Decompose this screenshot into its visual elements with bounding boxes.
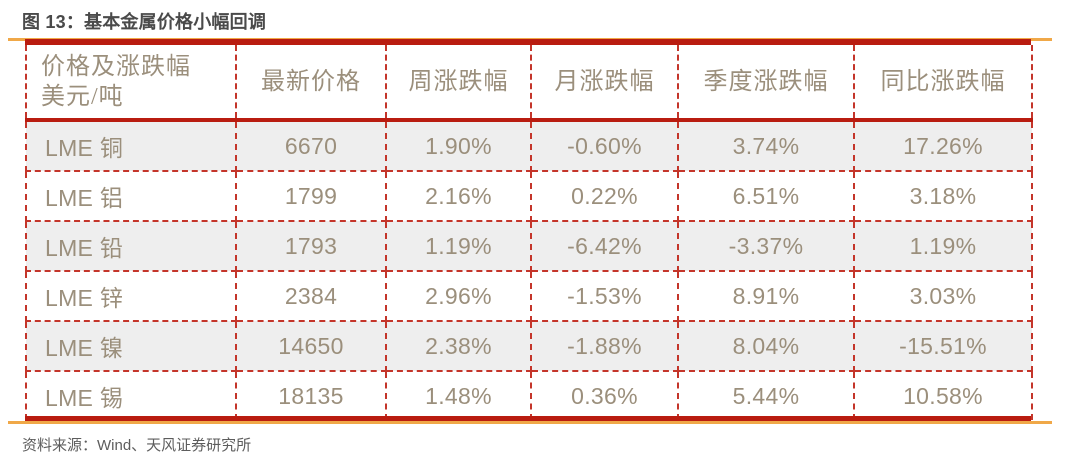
cell-metal-name: LME 铜 (25, 119, 237, 172)
cell-quarterly-change: 6.51% (677, 170, 855, 222)
column-header-yoy-change: 同比涨跌幅 (853, 45, 1033, 122)
cell-weekly-change: 2.96% (385, 270, 532, 322)
cell-quarterly-change: 8.04% (677, 320, 855, 372)
table-row: LME 锌 2384 2.96% -1.53% 8.91% 3.03% (25, 270, 1033, 322)
cell-weekly-change: 1.19% (385, 220, 532, 272)
table-row: LME 锡 18135 1.48% 0.36% 5.44% 10.58% (25, 370, 1033, 420)
cell-quarterly-change: 8.91% (677, 270, 855, 322)
metals-price-table-wrapper: 价格及涨跌幅 美元/吨 最新价格 周涨跌幅 月涨跌幅 季度涨跌幅 同比涨跌幅 L… (25, 45, 1033, 420)
cell-metal-name: LME 锡 (25, 370, 237, 420)
cell-yoy-change: 1.19% (853, 220, 1033, 272)
cell-yoy-change: 3.18% (853, 170, 1033, 222)
cell-latest-price: 2384 (235, 270, 387, 322)
cell-monthly-change: 0.22% (530, 170, 679, 222)
cell-monthly-change: -0.60% (530, 119, 679, 172)
column-header-metric: 价格及涨跌幅 美元/吨 (25, 45, 237, 122)
cell-weekly-change: 1.90% (385, 119, 532, 172)
figure-title: 图 13：基本金属价格小幅回调 (22, 12, 267, 32)
cell-monthly-change: 0.36% (530, 370, 679, 420)
cell-metal-name: LME 铅 (25, 220, 237, 272)
cell-yoy-change: -15.51% (853, 320, 1033, 372)
cell-quarterly-change: -3.37% (677, 220, 855, 272)
cell-yoy-change: 10.58% (853, 370, 1033, 420)
column-header-latest-price: 最新价格 (235, 45, 387, 122)
cell-monthly-change: -6.42% (530, 220, 679, 272)
cell-monthly-change: -1.53% (530, 270, 679, 322)
bottom-red-rule (25, 416, 1031, 422)
column-header-metric-line1: 价格及涨跌幅 (41, 53, 191, 80)
cell-weekly-change: 2.38% (385, 320, 532, 372)
table-row: LME 铝 1799 2.16% 0.22% 6.51% 3.18% (25, 170, 1033, 222)
table-row: LME 铅 1793 1.19% -6.42% -3.37% 1.19% (25, 220, 1033, 272)
cell-quarterly-change: 5.44% (677, 370, 855, 420)
column-header-weekly-change: 周涨跌幅 (385, 45, 532, 122)
table-row: LME 铜 6670 1.90% -0.60% 3.74% 17.26% (25, 119, 1033, 172)
cell-latest-price: 18135 (235, 370, 387, 420)
cell-latest-price: 14650 (235, 320, 387, 372)
cell-latest-price: 6670 (235, 119, 387, 172)
source-note: 资料来源：Wind、天风证券研究所 (22, 437, 252, 454)
cell-quarterly-change: 3.74% (677, 119, 855, 172)
top-red-rule (25, 39, 1031, 45)
column-header-monthly-change: 月涨跌幅 (530, 45, 679, 122)
bottom-orange-rule (8, 421, 1052, 424)
column-header-quarterly-change: 季度涨跌幅 (677, 45, 855, 122)
column-header-metric-line2: 美元/吨 (41, 83, 124, 110)
table-row: LME 镍 14650 2.38% -1.88% 8.04% -15.51% (25, 320, 1033, 372)
table-header-row: 价格及涨跌幅 美元/吨 最新价格 周涨跌幅 月涨跌幅 季度涨跌幅 同比涨跌幅 (25, 45, 1033, 122)
cell-metal-name: LME 镍 (25, 320, 237, 372)
cell-latest-price: 1793 (235, 220, 387, 272)
cell-weekly-change: 1.48% (385, 370, 532, 420)
cell-metal-name: LME 锌 (25, 270, 237, 322)
cell-latest-price: 1799 (235, 170, 387, 222)
cell-metal-name: LME 铝 (25, 170, 237, 222)
cell-monthly-change: -1.88% (530, 320, 679, 372)
metals-price-table: 价格及涨跌幅 美元/吨 最新价格 周涨跌幅 月涨跌幅 季度涨跌幅 同比涨跌幅 L… (25, 45, 1033, 420)
cell-weekly-change: 2.16% (385, 170, 532, 222)
cell-yoy-change: 17.26% (853, 119, 1033, 172)
cell-yoy-change: 3.03% (853, 270, 1033, 322)
